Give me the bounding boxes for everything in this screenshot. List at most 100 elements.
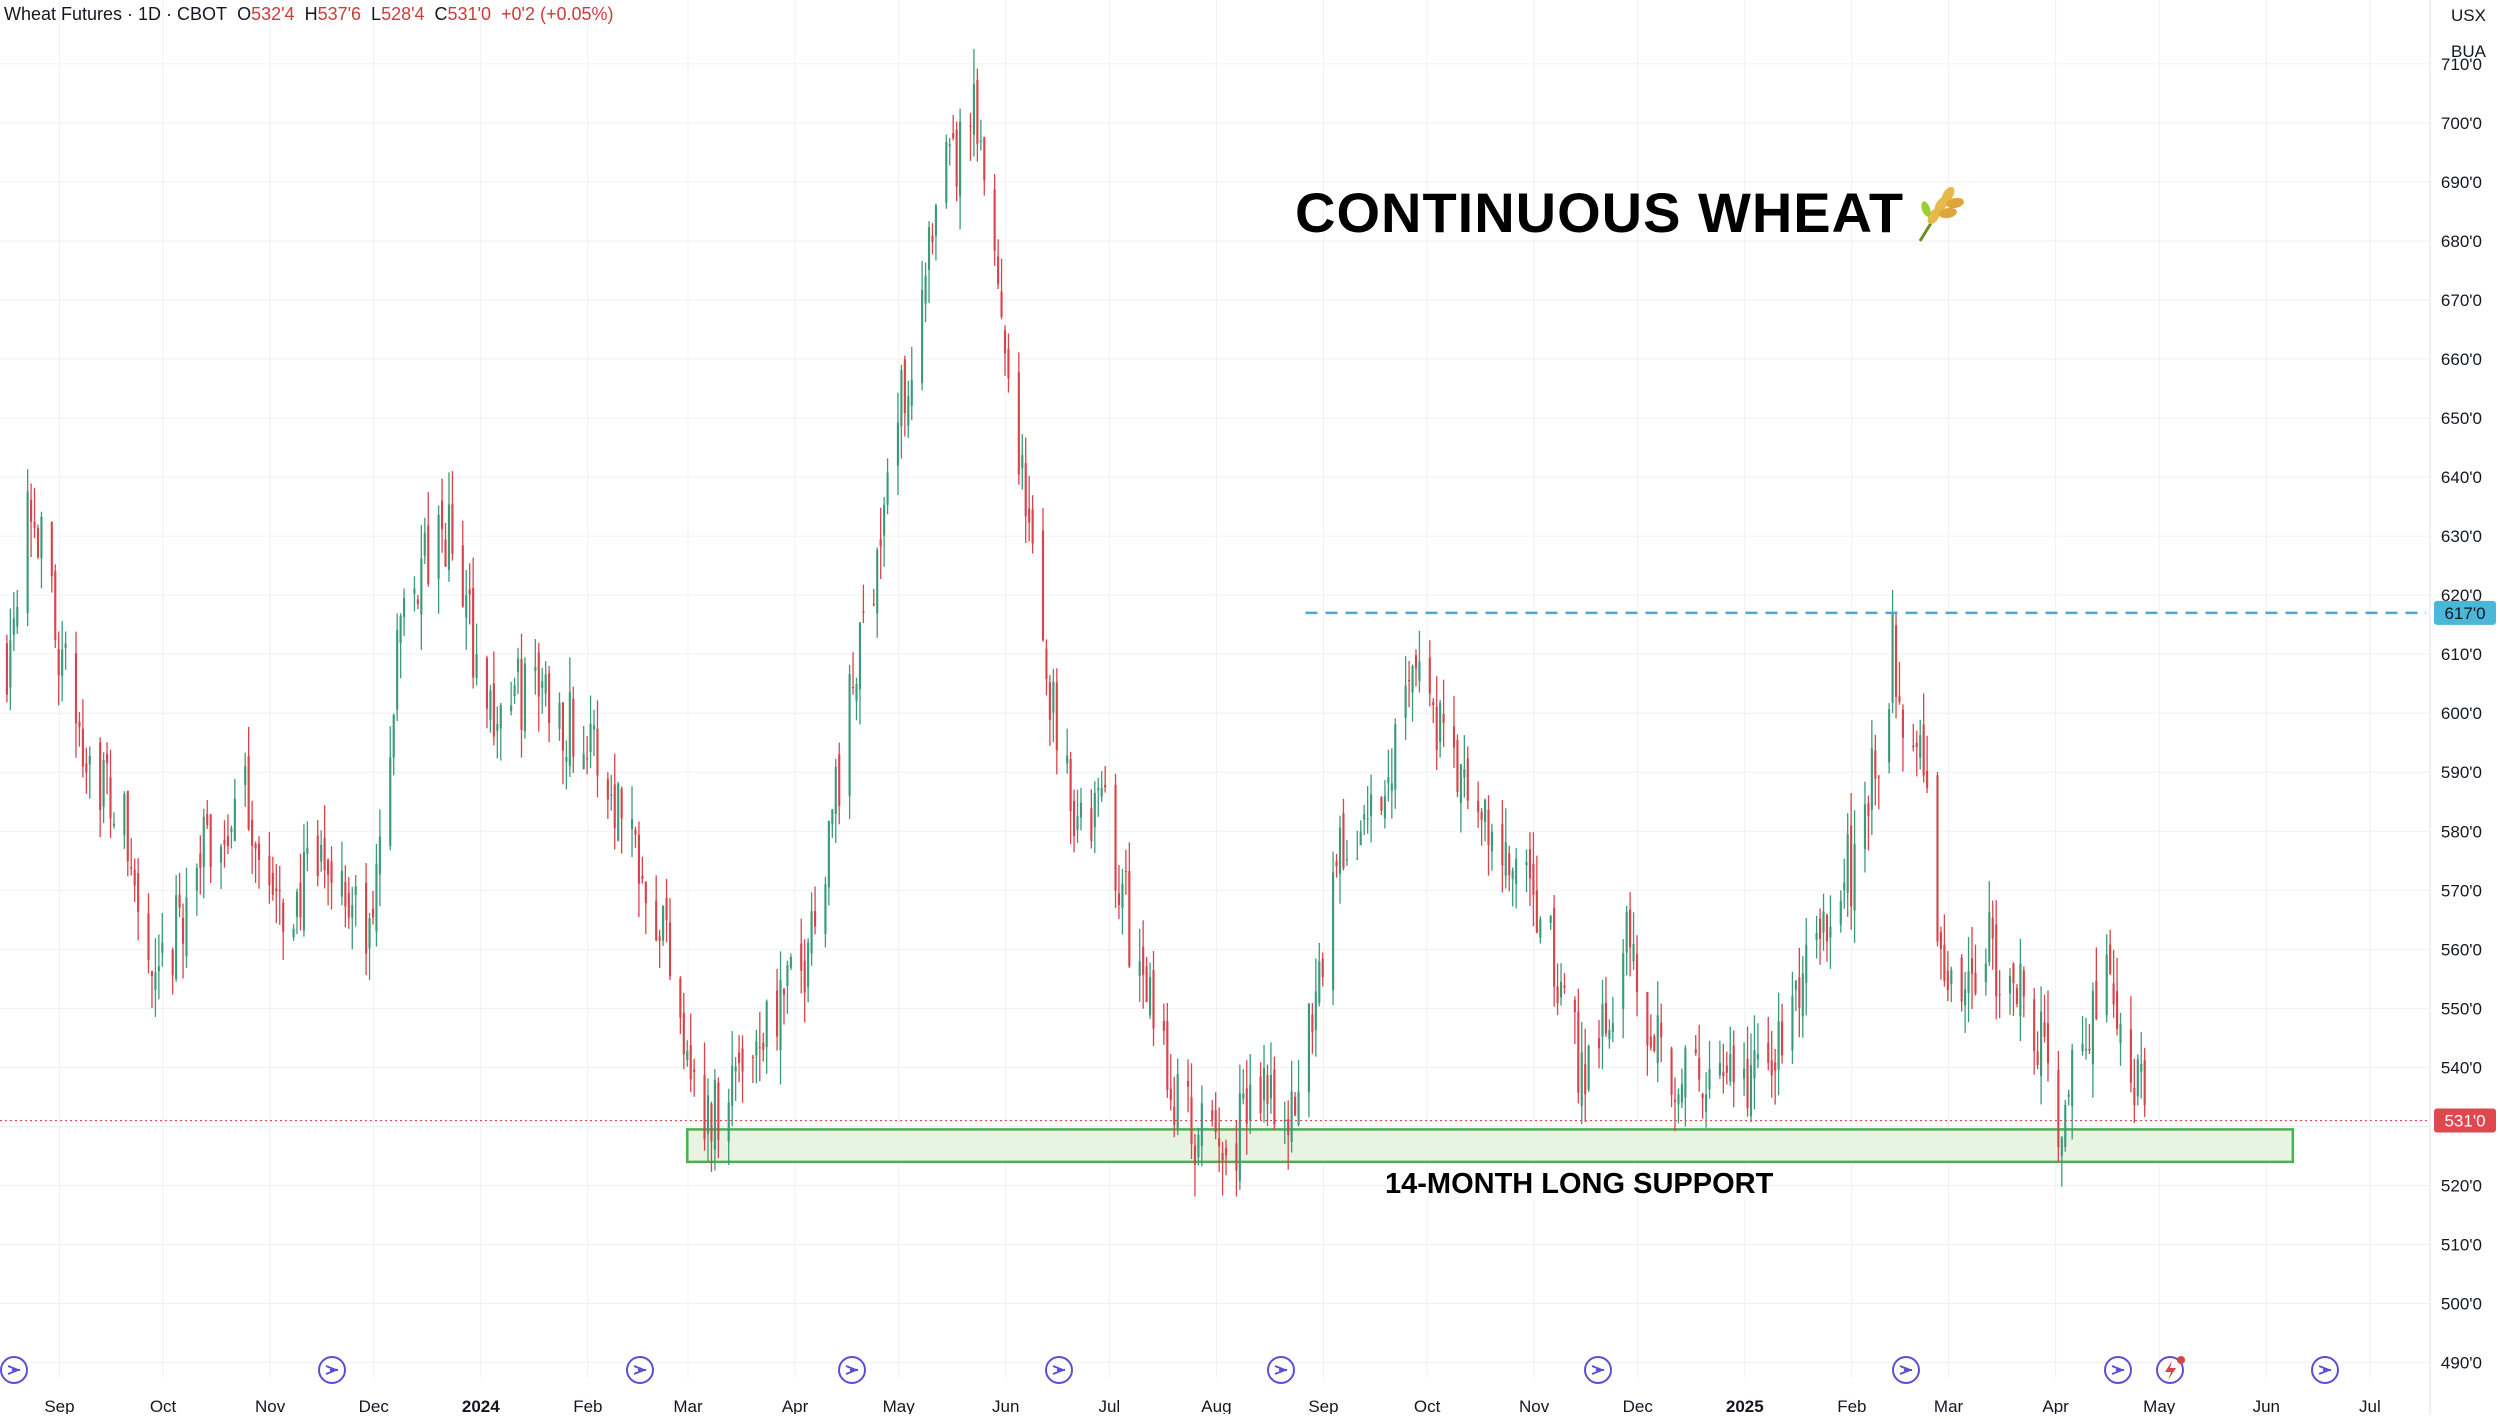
- candle-body: [351, 904, 354, 918]
- candle-body: [510, 705, 513, 712]
- candle-body: [1148, 976, 1152, 1016]
- candle-body: [634, 829, 637, 835]
- event-marker-icon[interactable]: [2311, 1356, 2339, 1384]
- candle-body: [2105, 954, 2108, 1016]
- candle-body: [813, 911, 817, 927]
- candle-body: [389, 757, 392, 847]
- event-marker-icon[interactable]: [318, 1356, 346, 1384]
- support-annotation[interactable]: 14-MONTH LONG SUPPORT: [1385, 1168, 1774, 1200]
- candle-body: [268, 855, 271, 886]
- candle-body: [1097, 787, 1100, 791]
- candle-body: [1629, 909, 1632, 948]
- candle-body: [924, 275, 927, 304]
- candle-body: [655, 900, 658, 941]
- candle-body: [838, 754, 841, 806]
- candle-body: [1394, 724, 1397, 790]
- candle-body: [1553, 907, 1556, 987]
- x-axis[interactable]: Sep Oct Nov Dec 2024 Feb Mar Apr May Jun Jul Aug Sep…: [44, 1397, 2380, 1416]
- candle-body: [1121, 883, 1124, 908]
- event-markers[interactable]: [0, 1356, 2339, 1384]
- candle-body: [1480, 811, 1483, 820]
- candle-body: [782, 989, 786, 995]
- candle-body: [1919, 735, 1922, 759]
- candle-body: [862, 611, 865, 613]
- earnings-flash-icon[interactable]: [2156, 1356, 2185, 1384]
- unit-label[interactable]: BUA: [2451, 42, 2486, 61]
- candle-body: [1214, 1110, 1217, 1133]
- candle-body: [1528, 849, 1532, 879]
- candle-body: [516, 658, 520, 672]
- candle-body: [392, 714, 395, 758]
- candle-body: [1673, 1099, 1677, 1102]
- candle-body: [1708, 1069, 1711, 1090]
- candle-body: [1048, 682, 1051, 720]
- chart-title-annotation[interactable]: CONTINUOUS WHEAT: [1295, 180, 1965, 245]
- candle-body: [54, 571, 57, 640]
- event-marker-icon[interactable]: [0, 1356, 28, 1384]
- candle-body: [2019, 963, 2022, 1016]
- candle-body: [378, 836, 381, 875]
- candle-body: [185, 897, 188, 957]
- candle-body: [1003, 330, 1007, 354]
- candle-body: [738, 1052, 741, 1064]
- candle-body: [2033, 999, 2036, 1052]
- candle-body: [1877, 776, 1880, 778]
- candle-body: [824, 884, 827, 934]
- event-marker-icon[interactable]: [1584, 1356, 1612, 1384]
- candle-body: [354, 886, 357, 896]
- y-tick-label: 620'0: [2441, 586, 2482, 605]
- candle-body: [851, 686, 855, 689]
- event-marker-icon[interactable]: [1045, 1356, 1073, 1384]
- candle-body: [1173, 1106, 1176, 1125]
- candle-body: [969, 125, 972, 127]
- candle-body: [1311, 1014, 1314, 1033]
- candle-body: [2064, 1104, 2067, 1147]
- candle-body: [199, 853, 202, 869]
- high-label: H: [304, 4, 318, 24]
- candle-body: [1332, 872, 1335, 991]
- candle-body: [371, 908, 375, 918]
- candle-body: [858, 622, 862, 690]
- event-marker-icon[interactable]: [1267, 1356, 1295, 1384]
- candle-body: [1193, 1145, 1197, 1165]
- candle-body: [1338, 827, 1342, 874]
- candle-body: [2116, 991, 2119, 1029]
- symbol-name[interactable]: Wheat Futures · 1D · CBOT: [4, 4, 228, 24]
- event-marker-icon[interactable]: [1892, 1356, 1920, 1384]
- candle-body: [64, 643, 67, 648]
- event-marker-icon[interactable]: [626, 1356, 654, 1384]
- candle-body: [447, 504, 451, 570]
- event-marker-icon[interactable]: [2104, 1356, 2132, 1384]
- event-marker-icon[interactable]: [838, 1356, 866, 1384]
- candle-body: [903, 359, 906, 414]
- candle-body: [154, 972, 157, 990]
- candle-body: [1998, 993, 2001, 996]
- candle-body: [175, 895, 178, 979]
- candle-body: [2071, 1049, 2074, 1107]
- candle-body: [827, 820, 830, 888]
- y-tick-label: 570'0: [2441, 881, 2482, 900]
- candle-body: [254, 843, 257, 849]
- candle-body: [1100, 787, 1103, 797]
- candle-body: [1380, 797, 1383, 811]
- y-tick-label: 490'0: [2441, 1354, 2482, 1373]
- candle-body: [1718, 1062, 1721, 1076]
- currency-label[interactable]: USX: [2451, 6, 2486, 25]
- last-price-label: 531'0: [2444, 1112, 2485, 1131]
- candle-body: [1805, 944, 1808, 984]
- candle-body: [278, 890, 281, 892]
- candle-body: [910, 379, 913, 406]
- candle-body: [1870, 748, 1873, 810]
- candle-body: [1069, 759, 1072, 812]
- candle-body: [1964, 989, 1967, 1006]
- candle-body: [1041, 530, 1045, 641]
- support-zone-rect[interactable]: [686, 1128, 2295, 1164]
- candle-body: [931, 235, 934, 243]
- symbol-legend[interactable]: Wheat Futures · 1D · CBOT O 532'4 H 537'6 …: [4, 4, 614, 25]
- y-axis[interactable]: 490'0500'0510'0520'0530'0540'0550'0560'0…: [2429, 0, 2496, 1414]
- candle-body: [1359, 831, 1362, 846]
- candle-body: [206, 814, 209, 826]
- candle-body: [2109, 944, 2112, 974]
